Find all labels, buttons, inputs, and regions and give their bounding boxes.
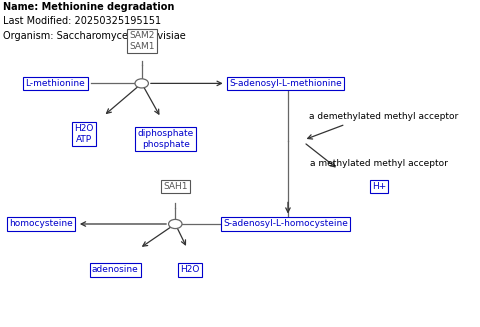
Text: adenosine: adenosine [92, 265, 139, 274]
Text: a demethylated methyl acceptor: a demethylated methyl acceptor [309, 112, 458, 121]
Circle shape [168, 219, 182, 229]
Circle shape [135, 79, 148, 88]
Text: H2O
ATP: H2O ATP [74, 124, 94, 144]
Text: Organism: Saccharomyces cerevisiae: Organism: Saccharomyces cerevisiae [3, 31, 185, 41]
Text: H2O: H2O [180, 265, 199, 274]
Text: H+: H+ [372, 182, 386, 191]
Text: Name: Methionine degradation: Name: Methionine degradation [3, 2, 174, 12]
Text: diphosphate
phosphate: diphosphate phosphate [138, 129, 194, 149]
Text: SAH1: SAH1 [163, 182, 188, 191]
Text: SAM2
SAM1: SAM2 SAM1 [129, 31, 155, 51]
Text: a methylated methyl acceptor: a methylated methyl acceptor [310, 159, 448, 168]
Text: S-adenosyl-L-homocysteine: S-adenosyl-L-homocysteine [223, 219, 348, 229]
Text: Last Modified: 20250325195151: Last Modified: 20250325195151 [3, 16, 161, 26]
Text: homocysteine: homocysteine [9, 219, 73, 229]
Text: S-adenosyl-L-methionine: S-adenosyl-L-methionine [229, 79, 342, 88]
Text: L-methionine: L-methionine [25, 79, 85, 88]
